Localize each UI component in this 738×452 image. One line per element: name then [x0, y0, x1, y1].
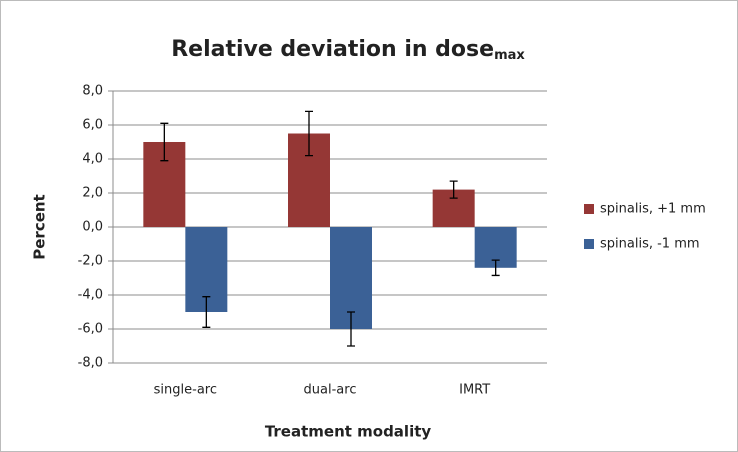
title-main: Relative deviation in dose	[171, 37, 494, 62]
y-tick-label: -2,0	[78, 254, 103, 269]
error-bar	[160, 122, 169, 162]
x-tick-label: IMRT	[459, 383, 490, 398]
legend-label: spinalis, -1 mm	[600, 237, 700, 252]
y-tick-label: -8,0	[78, 356, 103, 371]
error-bar	[449, 180, 458, 199]
y-tick-label: 8,0	[82, 84, 103, 99]
y-tick-label: -6,0	[78, 322, 103, 337]
y-axis-label: Percent	[31, 194, 49, 259]
x-axis-label: Treatment modality	[265, 423, 432, 441]
title-subscript: max	[494, 48, 525, 63]
y-tick-label: 2,0	[82, 186, 103, 201]
y-tick-label: 0,0	[82, 220, 103, 235]
x-tick-label: single-arc	[154, 383, 217, 398]
legend-label: spinalis, +1 mm	[600, 202, 706, 217]
error-bar	[202, 296, 211, 328]
y-tick-label: -4,0	[78, 288, 103, 303]
y-tick-label: 4,0	[82, 152, 103, 167]
chart-title: Relative deviation in dosemax	[171, 37, 525, 63]
legend-swatch	[584, 239, 594, 249]
error-bar	[305, 110, 313, 157]
x-tick-label: dual-arc	[304, 383, 357, 398]
error-bar	[347, 311, 355, 347]
error-bar	[491, 259, 500, 277]
legend-swatch	[584, 204, 594, 214]
y-tick-label: 6,0	[82, 118, 103, 133]
